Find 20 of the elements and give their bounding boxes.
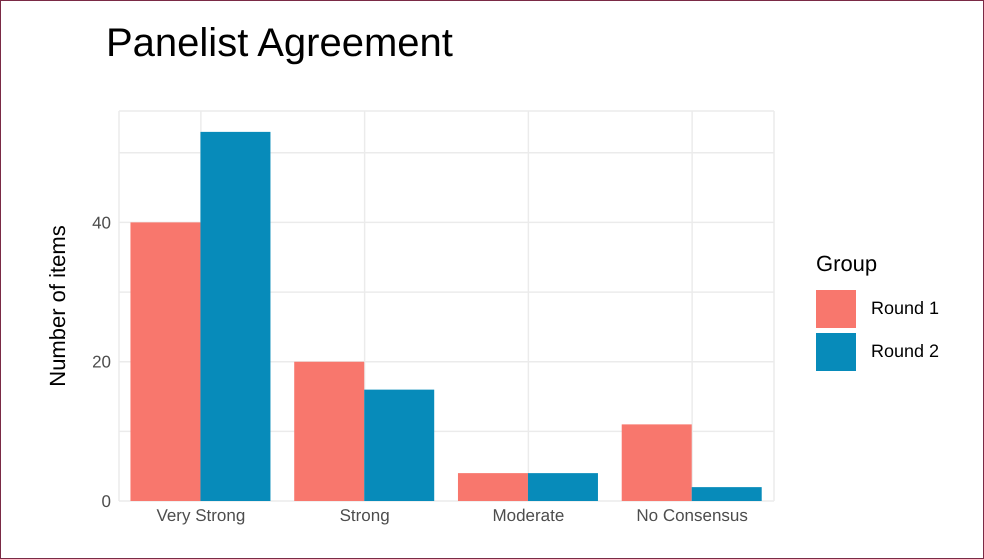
legend-label: Round 2 [871, 341, 940, 362]
x-tick-label: Very Strong [156, 506, 246, 526]
legend-label: Round 1 [871, 298, 940, 319]
bar [200, 132, 270, 501]
y-axis-title: Number of items [44, 225, 70, 387]
x-tick-label: No Consensus [636, 506, 748, 526]
chart-title: Panelist Agreement [106, 21, 453, 66]
bar [130, 222, 200, 501]
bar [692, 487, 762, 501]
bar [364, 390, 434, 501]
bar [294, 362, 364, 501]
x-tick-label: Moderate [492, 506, 564, 526]
y-tick-label: 0 [102, 492, 111, 512]
y-tick-label: 20 [92, 352, 111, 372]
bar [528, 473, 598, 501]
y-tick-label: 40 [92, 213, 111, 232]
legend-title: Group [816, 251, 878, 277]
bar [458, 473, 528, 501]
bar [622, 424, 692, 501]
x-tick-label: Strong [340, 506, 390, 526]
